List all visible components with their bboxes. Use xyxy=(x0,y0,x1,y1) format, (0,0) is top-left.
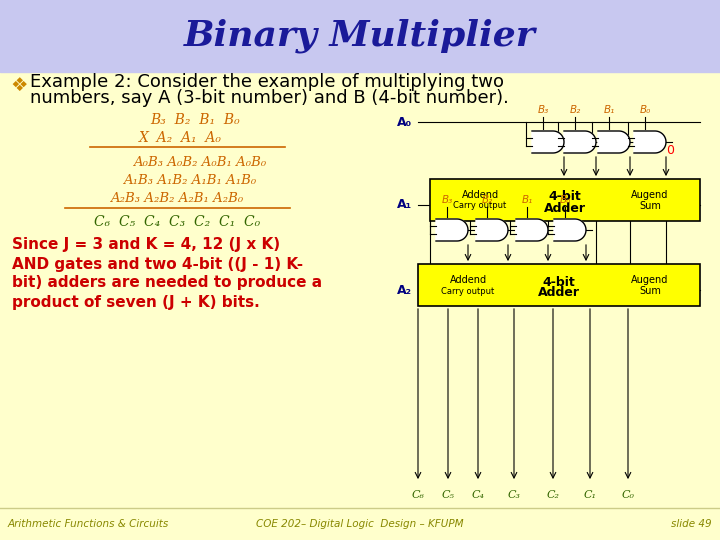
Text: 0: 0 xyxy=(666,144,674,157)
Text: C₁: C₁ xyxy=(583,490,596,500)
Text: C₅: C₅ xyxy=(441,490,454,500)
Text: A₁: A₁ xyxy=(397,199,412,212)
Text: COE 202– Digital Logic  Design – KFUPM: COE 202– Digital Logic Design – KFUPM xyxy=(256,519,464,529)
Text: slide 49: slide 49 xyxy=(671,519,712,529)
Text: B₃  B₂  B₁  B₀: B₃ B₂ B₁ B₀ xyxy=(150,113,240,127)
Text: C₆  C₅  C₄  C₃  C₂  C₁  C₀: C₆ C₅ C₄ C₃ C₂ C₁ C₀ xyxy=(94,215,260,229)
Text: Adder: Adder xyxy=(538,287,580,300)
Text: A₀: A₀ xyxy=(397,116,412,129)
Text: Addend: Addend xyxy=(449,275,487,285)
Polygon shape xyxy=(516,219,548,241)
Text: Augend: Augend xyxy=(631,190,669,200)
Bar xyxy=(418,264,700,306)
Text: B₂: B₂ xyxy=(482,195,492,205)
Text: C₀: C₀ xyxy=(621,490,634,500)
Text: Augend: Augend xyxy=(631,275,669,285)
Text: 4-bit: 4-bit xyxy=(543,275,575,288)
Polygon shape xyxy=(532,131,564,153)
Text: B₀: B₀ xyxy=(639,105,651,115)
Text: C₄: C₄ xyxy=(472,490,485,500)
Polygon shape xyxy=(436,219,468,241)
Text: AND gates and two 4-bit ((J - 1) K-: AND gates and two 4-bit ((J - 1) K- xyxy=(12,256,303,272)
Text: Carry output: Carry output xyxy=(441,287,495,295)
Text: Example 2: Consider the example of multiplying two: Example 2: Consider the example of multi… xyxy=(30,73,504,91)
Polygon shape xyxy=(564,131,596,153)
Bar xyxy=(0,72,720,510)
Polygon shape xyxy=(598,131,630,153)
Text: Addend: Addend xyxy=(462,190,498,200)
Text: C₂: C₂ xyxy=(546,490,559,500)
Text: numbers, say A (3-bit number) and B (4-bit number).: numbers, say A (3-bit number) and B (4-b… xyxy=(30,89,509,107)
Text: Sum: Sum xyxy=(639,286,661,296)
Text: bit) adders are needed to produce a: bit) adders are needed to produce a xyxy=(12,275,322,291)
Text: B₂: B₂ xyxy=(570,105,581,115)
Text: C₃: C₃ xyxy=(508,490,521,500)
Bar xyxy=(430,179,700,221)
Text: Sum: Sum xyxy=(639,201,661,211)
Text: 4-bit: 4-bit xyxy=(549,191,581,204)
Text: A₂: A₂ xyxy=(397,284,412,296)
Text: B₁: B₁ xyxy=(521,195,533,205)
Text: C₆: C₆ xyxy=(412,490,425,500)
Text: B₁: B₁ xyxy=(603,105,615,115)
Text: Since J = 3 and K = 4, 12 (J x K): Since J = 3 and K = 4, 12 (J x K) xyxy=(12,238,280,253)
Text: Carry output: Carry output xyxy=(454,201,507,211)
Polygon shape xyxy=(634,131,666,153)
Text: product of seven (J + K) bits.: product of seven (J + K) bits. xyxy=(12,294,260,309)
Text: Adder: Adder xyxy=(544,201,586,214)
Bar xyxy=(0,508,720,540)
Polygon shape xyxy=(554,219,586,241)
Text: X  A₂  A₁  A₀: X A₂ A₁ A₀ xyxy=(138,131,222,145)
Bar xyxy=(0,0,720,72)
Text: B₃: B₃ xyxy=(538,105,549,115)
Text: Arithmetic Functions & Circuits: Arithmetic Functions & Circuits xyxy=(8,519,169,529)
Text: A₁B₃ A₁B₂ A₁B₁ A₁B₀: A₁B₃ A₁B₂ A₁B₁ A₁B₀ xyxy=(123,173,256,186)
Polygon shape xyxy=(476,219,508,241)
Text: B₀: B₀ xyxy=(559,195,571,205)
Text: B₃: B₃ xyxy=(441,195,453,205)
Text: A₀B₃ A₀B₂ A₀B₁ A₀B₀: A₀B₃ A₀B₂ A₀B₁ A₀B₀ xyxy=(133,156,266,168)
Text: ❖: ❖ xyxy=(10,76,27,94)
Text: Binary Multiplier: Binary Multiplier xyxy=(184,19,536,53)
Text: A₂B₃ A₂B₂ A₂B₁ A₂B₀: A₂B₃ A₂B₂ A₂B₁ A₂B₀ xyxy=(110,192,243,205)
